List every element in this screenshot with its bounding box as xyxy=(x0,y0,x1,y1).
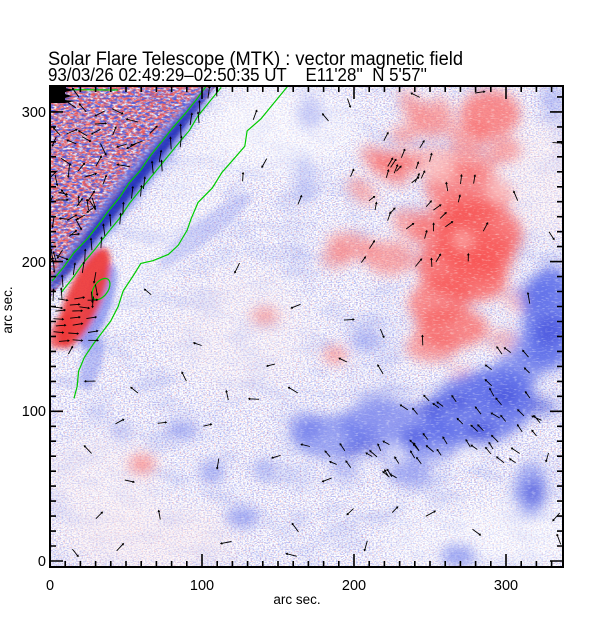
svg-text:Solar Flare Telescope (MTK) :: Solar Flare Telescope (MTK) : vector mag… xyxy=(48,49,463,70)
svg-text:300: 300 xyxy=(494,578,518,594)
svg-text:arc sec.: arc sec. xyxy=(273,592,320,607)
svg-text:200: 200 xyxy=(22,255,46,271)
svg-text:200: 200 xyxy=(342,578,366,594)
svg-text:arc sec.: arc sec. xyxy=(0,286,15,333)
svg-text:100: 100 xyxy=(22,404,46,420)
svg-text:300: 300 xyxy=(22,105,46,121)
svg-text:0: 0 xyxy=(38,554,46,570)
svg-text:100: 100 xyxy=(190,578,214,594)
svg-text:0: 0 xyxy=(46,578,54,594)
svg-text:93/03/26 02:49:29–02:50:35 UT: 93/03/26 02:49:29–02:50:35 UT E11'28'' N… xyxy=(48,65,427,85)
